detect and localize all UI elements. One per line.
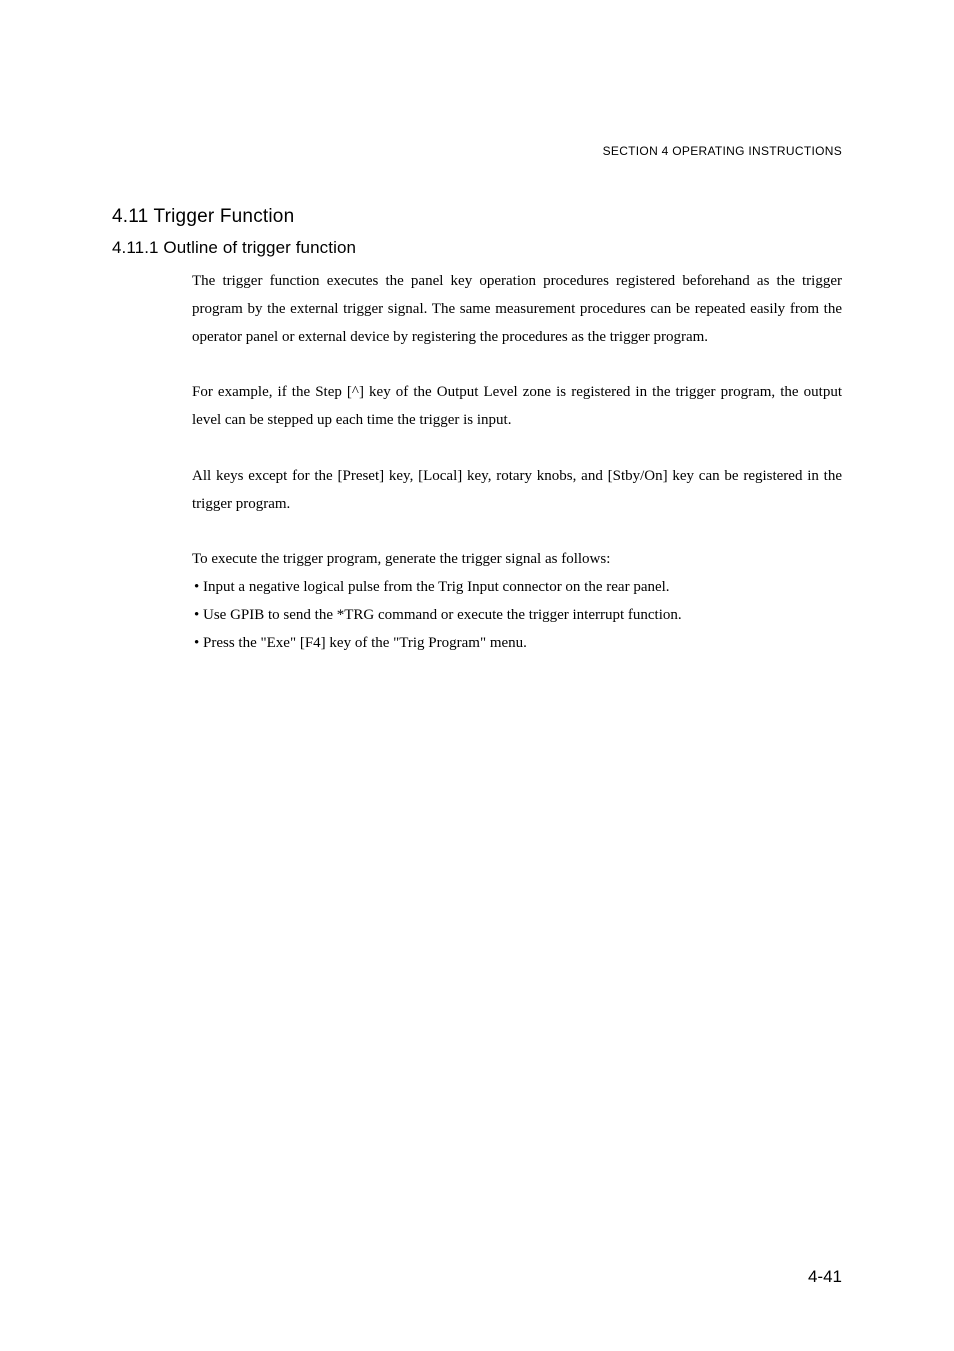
paragraph-example: For example, if the Step [^] key of the … [192,379,842,435]
paragraph-keys: All keys except for the [Preset] key, [L… [192,463,842,519]
page-container: SECTION 4 OPERATING INSTRUCTIONS 4.11 Tr… [0,0,954,1351]
paragraph-execute: To execute the trigger program, generate… [192,546,842,574]
body-content: The trigger function executes the panel … [112,268,842,657]
paragraph-intro: The trigger function executes the panel … [192,268,842,351]
bullet-item: Use GPIB to send the *TRG command or exe… [192,602,842,630]
bullet-item: Press the "Exe" [F4] key of the "Trig Pr… [192,630,842,658]
page-number: 4-41 [808,1267,842,1287]
bullet-item: Input a negative logical pulse from the … [192,574,842,602]
heading-trigger-function: 4.11 Trigger Function [112,206,842,228]
bullet-list: Input a negative logical pulse from the … [192,574,842,657]
section-header: SECTION 4 OPERATING INSTRUCTIONS [112,144,842,158]
heading-outline-function: 4.11.1 Outline of trigger function [112,238,842,258]
